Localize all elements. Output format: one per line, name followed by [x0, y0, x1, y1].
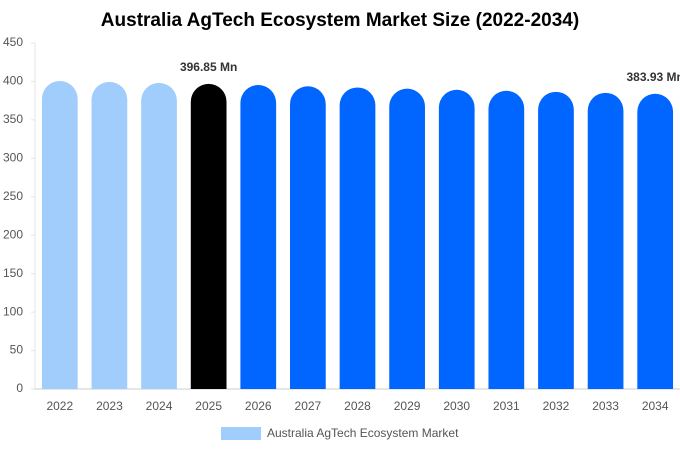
y-tick-label: 50 — [10, 343, 24, 357]
bar — [339, 87, 376, 389]
x-tick-label: 2027 — [295, 399, 322, 413]
bar — [141, 82, 177, 390]
chart-title: Australia AgTech Ecosystem Market Size (… — [101, 10, 579, 31]
y-tick-label: 350 — [3, 112, 23, 126]
bar — [240, 85, 277, 389]
y-tick-label: 200 — [3, 227, 23, 241]
legend-swatch — [221, 427, 261, 440]
bar — [190, 83, 227, 389]
y-tick-label: 300 — [3, 151, 23, 165]
x-tick-label: 2031 — [493, 399, 520, 413]
x-tick-label: 2033 — [592, 399, 619, 413]
value-label: 396.85 Mn — [180, 60, 237, 74]
y-tick-label: 100 — [3, 304, 23, 318]
bar — [41, 81, 78, 390]
x-tick-label: 2023 — [96, 399, 123, 413]
x-tick-label: 2024 — [146, 399, 173, 413]
x-tick-label: 2022 — [46, 399, 73, 413]
y-tick-label: 150 — [3, 266, 23, 280]
bar — [637, 93, 674, 390]
bar — [91, 81, 128, 390]
x-tick-label: 2032 — [543, 399, 570, 413]
y-tick-label: 0 — [16, 381, 23, 395]
y-tick-label: 250 — [3, 189, 23, 203]
y-tick-label: 400 — [3, 74, 23, 88]
bar — [389, 88, 425, 389]
legend-label: Australia AgTech Ecosystem Market — [267, 426, 459, 440]
x-tick-label: 2026 — [245, 399, 272, 413]
x-tick-label: 2029 — [394, 399, 421, 413]
bar — [438, 89, 475, 390]
bar — [488, 90, 525, 390]
bar — [587, 92, 624, 389]
x-tick-label: 2034 — [642, 399, 669, 413]
value-label: 383.93 Mn — [627, 70, 680, 84]
y-tick-label: 450 — [3, 35, 23, 49]
x-tick-label: 2028 — [344, 399, 371, 413]
bar — [538, 91, 574, 390]
x-tick-label: 2030 — [443, 399, 470, 413]
x-tick-label: 2025 — [195, 399, 222, 413]
bar — [290, 86, 326, 390]
